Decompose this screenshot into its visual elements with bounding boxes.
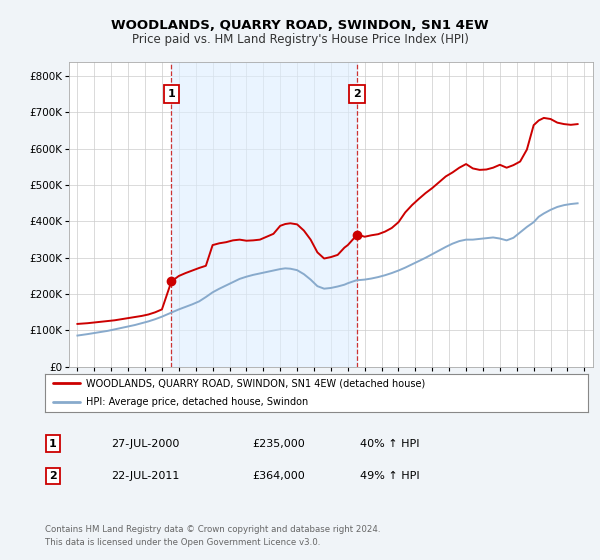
Bar: [172, 62, 357, 367]
Text: 2: 2: [49, 471, 56, 481]
Text: 2: 2: [353, 89, 361, 99]
Text: 1: 1: [167, 89, 175, 99]
Text: Contains HM Land Registry data © Crown copyright and database right 2024.: Contains HM Land Registry data © Crown c…: [45, 525, 380, 534]
Text: £364,000: £364,000: [252, 471, 305, 481]
Text: This data is licensed under the Open Government Licence v3.0.: This data is licensed under the Open Gov…: [45, 538, 320, 547]
Text: £235,000: £235,000: [252, 438, 305, 449]
Text: 49% ↑ HPI: 49% ↑ HPI: [360, 471, 419, 481]
Text: 27-JUL-2000: 27-JUL-2000: [111, 438, 179, 449]
Text: 22-JUL-2011: 22-JUL-2011: [111, 471, 179, 481]
Text: 40% ↑ HPI: 40% ↑ HPI: [360, 438, 419, 449]
Text: WOODLANDS, QUARRY ROAD, SWINDON, SN1 4EW (detached house): WOODLANDS, QUARRY ROAD, SWINDON, SN1 4EW…: [86, 378, 425, 388]
Text: WOODLANDS, QUARRY ROAD, SWINDON, SN1 4EW: WOODLANDS, QUARRY ROAD, SWINDON, SN1 4EW: [111, 18, 489, 32]
Text: HPI: Average price, detached house, Swindon: HPI: Average price, detached house, Swin…: [86, 397, 308, 407]
Text: Price paid vs. HM Land Registry's House Price Index (HPI): Price paid vs. HM Land Registry's House …: [131, 32, 469, 46]
Text: 1: 1: [49, 438, 56, 449]
